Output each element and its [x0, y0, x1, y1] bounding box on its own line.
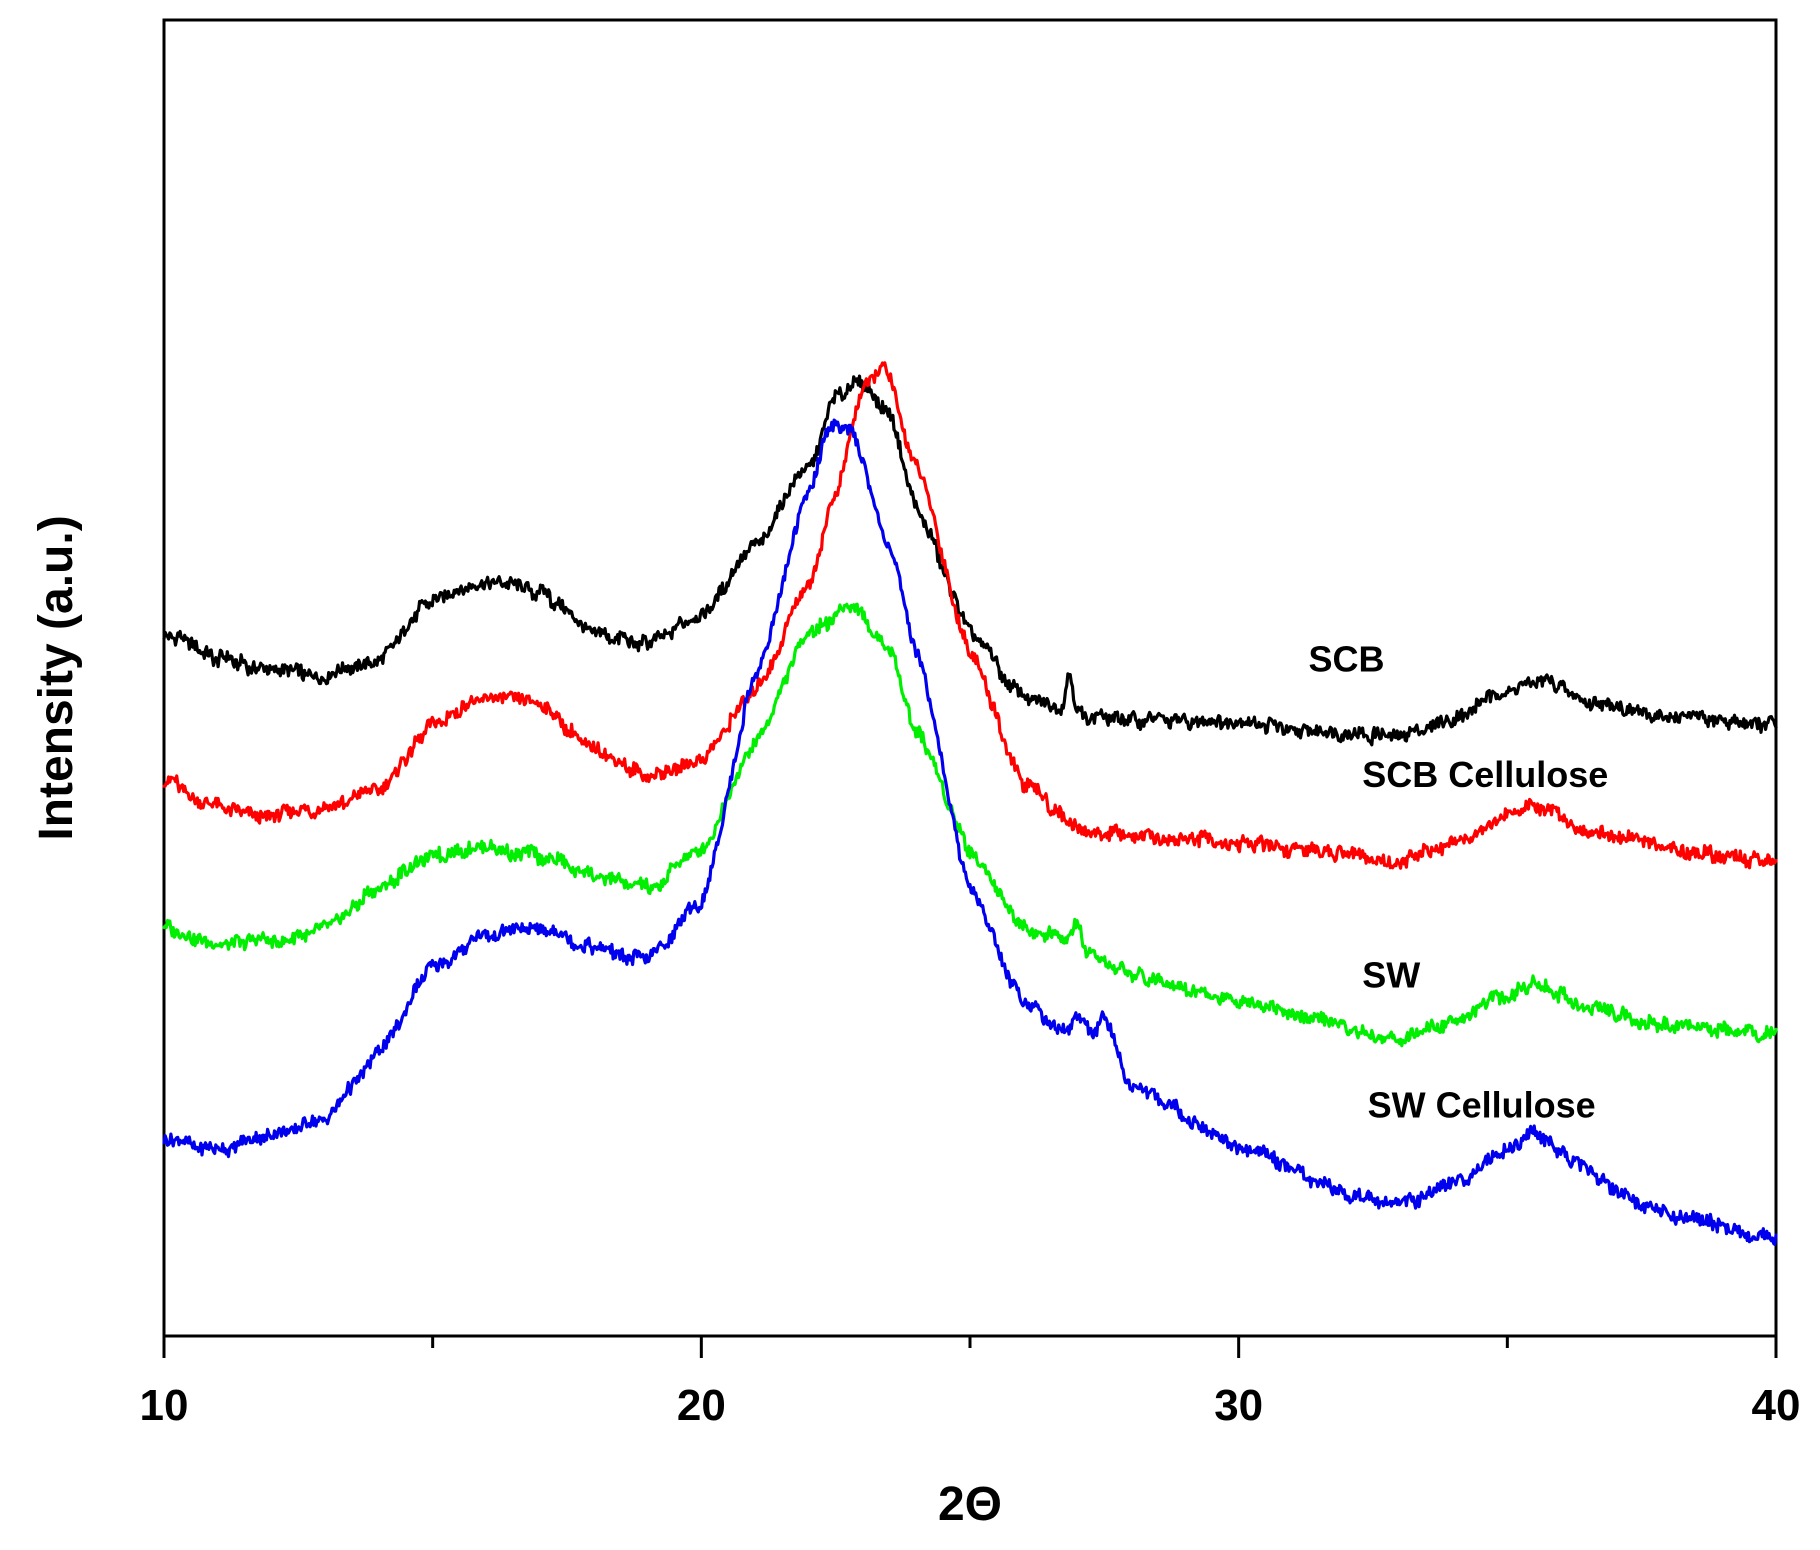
x-axis-ticks — [162, 1336, 1778, 1358]
x-tick-label-20: 20 — [677, 1381, 726, 1430]
series-label-sw-cellulose: SW Cellulose — [1368, 1085, 1596, 1126]
x-tick-label-30: 30 — [1214, 1381, 1263, 1430]
series-label-scb-cellulose: SCB Cellulose — [1362, 754, 1608, 795]
series-label-scb: SCB — [1309, 638, 1385, 679]
x-axis-tick-labels: 10 20 30 40 — [140, 1381, 1801, 1430]
y-axis-title: Intensity (a.u.) — [30, 515, 83, 840]
series-line-sw — [162, 602, 1778, 1048]
series-label-sw: SW — [1362, 954, 1420, 995]
series-labels: SCB SCB Cellulose SW SW Cellulose — [1309, 638, 1609, 1125]
x-axis-title: 2Θ — [938, 1478, 1002, 1531]
series-line-sw-cellulose — [162, 418, 1778, 1246]
series-line-scb — [162, 374, 1778, 747]
plot-frame — [162, 18, 1778, 1338]
x-tick-label-40: 40 — [1752, 1381, 1801, 1430]
series-group — [162, 361, 1778, 1246]
x-tick-label-10: 10 — [140, 1381, 189, 1430]
series-line-scb-cellulose — [162, 361, 1778, 870]
